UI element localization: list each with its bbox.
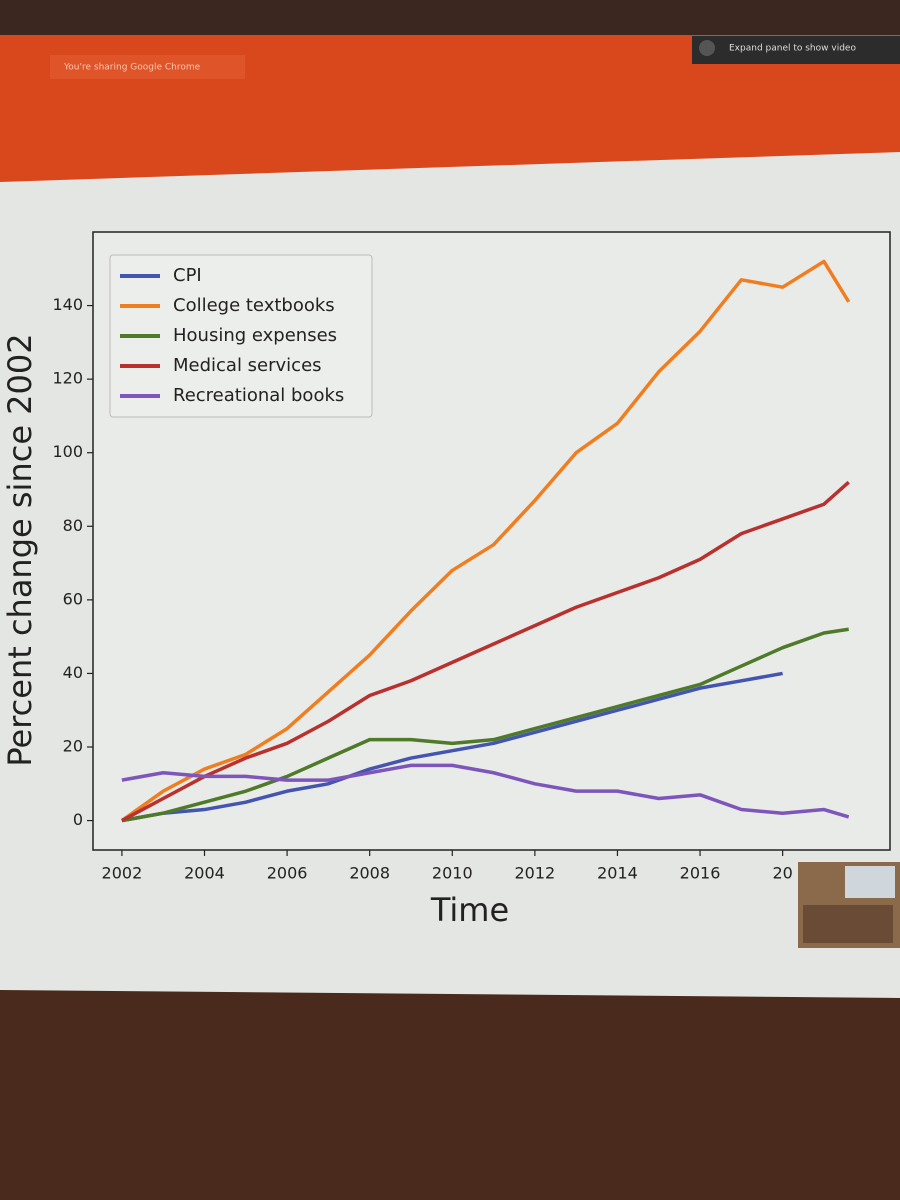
y-tick-label: 120 xyxy=(52,369,83,388)
x-tick-label: 2012 xyxy=(515,864,556,883)
y-tick-label: 140 xyxy=(52,295,83,314)
x-tick-label: 2014 xyxy=(597,864,638,883)
x-tick-label: 2002 xyxy=(102,864,143,883)
expand-icon[interactable] xyxy=(699,40,715,56)
x-tick-label: 2006 xyxy=(267,864,308,883)
series-line xyxy=(120,259,851,822)
expand-panel[interactable] xyxy=(692,36,900,64)
legend-label: Housing expenses xyxy=(173,325,337,346)
y-tick-label: 20 xyxy=(63,737,83,756)
share-notice-box xyxy=(50,55,245,79)
x-tick-label: 20 xyxy=(772,864,792,883)
x-tick-label: 2004 xyxy=(184,864,225,883)
legend-label: CPI xyxy=(173,265,202,286)
plot: 0 20 40 60 80 100 120 140 2002 2004 2006 2008 2010 20… xyxy=(52,254,851,883)
expand-label[interactable]: Expand panel to show video xyxy=(729,44,856,54)
legend-label: College textbooks xyxy=(173,295,335,316)
legend-label: Recreational books xyxy=(173,385,344,406)
x-tick-label: 2016 xyxy=(680,864,721,883)
y-tick-label: 100 xyxy=(52,442,83,461)
x-axis-label: Time xyxy=(430,891,509,929)
video-thumbnail-screen xyxy=(845,866,895,898)
share-notice: You're sharing Google Chrome xyxy=(63,63,201,73)
series-line xyxy=(121,627,849,823)
y-tick-label: 60 xyxy=(63,589,83,608)
top-edge xyxy=(0,0,900,35)
y-tick-label: 0 xyxy=(73,810,83,829)
video-thumbnail-desks xyxy=(803,905,893,943)
y-axis-label: Percent change since 2002 xyxy=(1,333,39,766)
legend-box xyxy=(109,254,373,418)
x-tick-label: 2010 xyxy=(432,864,473,883)
series-line xyxy=(121,671,783,823)
series-line xyxy=(121,763,850,819)
legend-label: Medical services xyxy=(173,355,322,376)
series-line xyxy=(121,480,850,823)
x-tick-label: 2008 xyxy=(349,864,390,883)
y-tick-label: 40 xyxy=(63,663,83,682)
y-tick-label: 80 xyxy=(63,516,83,535)
